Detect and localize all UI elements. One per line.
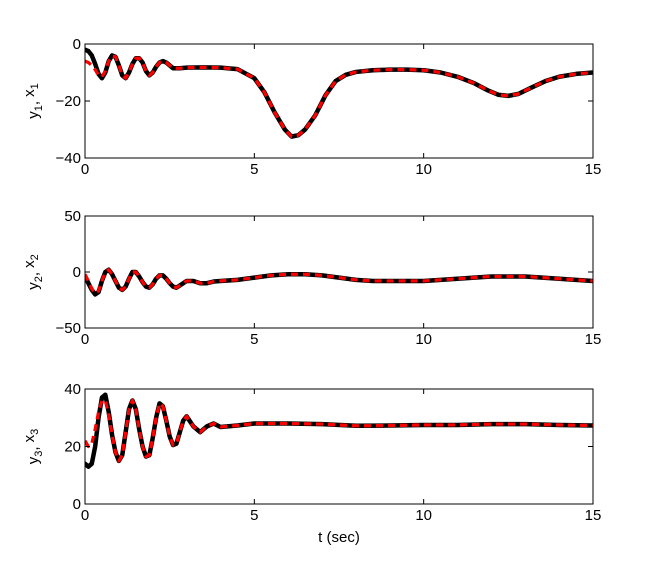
y-axis-label-part: y xyxy=(25,282,42,290)
y-tick-label: 20 xyxy=(64,439,81,456)
x-tick-label: 0 xyxy=(81,331,89,348)
y-axis-label-part: , xyxy=(25,97,42,105)
x-tick-label: 15 xyxy=(585,331,602,348)
series-group xyxy=(85,47,593,139)
x-tick-label: 5 xyxy=(250,161,258,178)
x-tick-label: 15 xyxy=(585,161,602,178)
y-axis-label: y3, x3 xyxy=(21,429,45,465)
y-axis-label-subscript: 3 xyxy=(33,451,45,457)
x-tick-label: 15 xyxy=(585,507,602,524)
y-axis-label-part: , xyxy=(25,268,42,276)
y-axis-label: y2, x2 xyxy=(21,254,45,290)
x-tick-label: 0 xyxy=(81,507,89,524)
y-axis-label-subscript: 2 xyxy=(33,276,45,282)
y-axis-label-part: y xyxy=(25,111,42,119)
series-line-x-1 xyxy=(85,54,593,139)
x-tick-label: 5 xyxy=(250,507,258,524)
y-tick-label: −40 xyxy=(56,150,81,167)
y-tick-label: −20 xyxy=(56,93,81,110)
x-tick-label: 0 xyxy=(81,161,89,178)
series-group xyxy=(85,267,593,297)
y-axis-label-part: , xyxy=(25,442,42,450)
series-group xyxy=(85,392,593,469)
series-line-x-3 xyxy=(85,398,593,463)
y-axis-label-subscript: 1 xyxy=(33,105,45,111)
y-tick-label: 40 xyxy=(64,381,81,398)
y-axis-label-subscript: 3 xyxy=(29,429,41,435)
y-axis-label-part: y xyxy=(25,456,42,464)
x-tick-label: 10 xyxy=(415,331,432,348)
series-line-y-2 xyxy=(85,267,593,297)
x-tick-label: 5 xyxy=(250,331,258,348)
y-tick-label: −50 xyxy=(56,320,81,337)
axes-frame xyxy=(84,215,594,329)
y-tick-label: 0 xyxy=(73,36,81,53)
x-tick-label: 10 xyxy=(415,161,432,178)
y-axis-label-part: x xyxy=(21,89,38,97)
x-tick-label: 10 xyxy=(415,507,432,524)
y-tick-label: 0 xyxy=(73,496,81,513)
y-axis-label: y1, x1 xyxy=(21,83,45,119)
y-axis-label-subscript: 1 xyxy=(29,83,41,89)
y-tick-label: 0 xyxy=(73,264,81,281)
x-axis-label: t (sec) xyxy=(318,529,360,546)
y-tick-label: 50 xyxy=(64,208,81,225)
y-axis-label-subscript: 2 xyxy=(29,254,41,260)
series-line-x-2 xyxy=(85,268,593,295)
y-axis-label-part: x xyxy=(21,260,38,268)
y-axis-label-part: x xyxy=(21,434,38,442)
